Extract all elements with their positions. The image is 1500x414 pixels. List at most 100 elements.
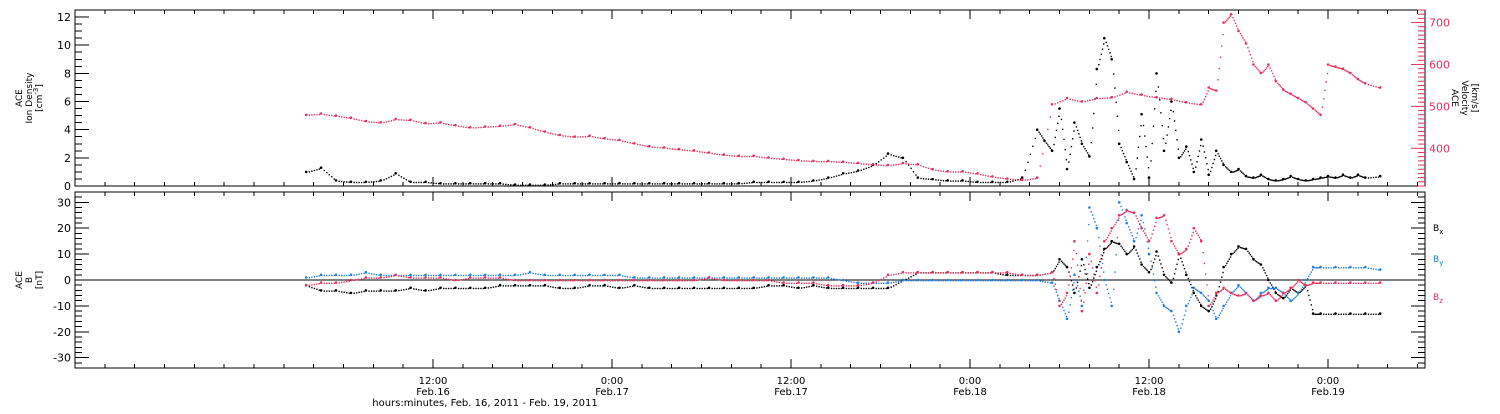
data-point: [435, 277, 437, 279]
data-point: [676, 277, 679, 279]
data-point: [818, 286, 820, 288]
data-point: [394, 117, 398, 121]
data-point: [845, 285, 848, 287]
data-point: [1278, 298, 1280, 300]
data-point: [584, 280, 587, 282]
data-point: [443, 287, 445, 290]
data-point: [965, 280, 967, 282]
data-point: [360, 181, 363, 184]
data-point: [483, 125, 487, 128]
data-point: [1334, 66, 1336, 68]
data-point: [1378, 174, 1382, 178]
data-point: [1115, 254, 1117, 256]
data-point: [778, 281, 780, 284]
data-point: [403, 274, 405, 277]
data-point: [505, 125, 507, 127]
data-point: [639, 277, 641, 279]
data-point: [952, 180, 954, 182]
y2-tick-label: 700: [1429, 17, 1450, 30]
data-point: [348, 117, 350, 119]
data-point: [644, 145, 646, 147]
data-point: [1265, 293, 1268, 296]
data-point: [776, 181, 778, 184]
data-point: [629, 280, 631, 282]
data-point: [1027, 161, 1029, 163]
data-point: [1170, 109, 1172, 112]
data-point: [878, 282, 880, 284]
data-point: [930, 272, 932, 274]
data-point: [348, 292, 350, 294]
data-point: [313, 283, 316, 286]
data-point: [1095, 96, 1099, 100]
data-point: [1304, 180, 1306, 182]
data-point: [447, 274, 450, 277]
data-point: [609, 183, 611, 185]
data-point: [714, 277, 716, 279]
data-point: [360, 291, 363, 293]
data-point: [1202, 101, 1204, 103]
data-point: [1172, 277, 1175, 280]
data-point: [390, 274, 393, 277]
data-point: [830, 161, 833, 163]
data-point: [1222, 271, 1224, 274]
data-point: [358, 119, 360, 121]
data-point: [409, 286, 412, 290]
data-point: [390, 120, 393, 122]
data-point: [853, 287, 855, 290]
data-point: [1259, 71, 1262, 73]
data-point: [1124, 211, 1126, 214]
data-point: [801, 277, 803, 279]
data-point: [1338, 267, 1340, 269]
data-point: [1039, 280, 1041, 282]
data-point: [661, 287, 664, 290]
data-point: [534, 128, 537, 131]
data-point: [692, 149, 696, 152]
data-point: [542, 184, 544, 186]
data-point: [1157, 217, 1160, 219]
data-point: [1214, 317, 1218, 321]
data-point: [1009, 178, 1012, 181]
data-point: [522, 273, 524, 275]
data-point: [622, 275, 624, 277]
data-point: [1203, 307, 1206, 309]
data-point: [594, 183, 596, 185]
data-point: [1279, 290, 1281, 292]
data-point: [537, 273, 539, 275]
data-point: [1188, 102, 1191, 104]
data-point: [743, 277, 746, 279]
data-point: [704, 151, 706, 154]
data-point: [1257, 68, 1259, 71]
data-point: [810, 180, 813, 182]
data-point: [897, 156, 900, 158]
data-point: [1175, 129, 1177, 132]
data-point: [495, 277, 497, 279]
data-point: [364, 270, 368, 274]
data-point: [1199, 239, 1203, 243]
data-point: [1086, 100, 1089, 102]
data-point: [661, 280, 664, 282]
data-point: [537, 184, 539, 186]
data-point: [875, 163, 877, 165]
data-point: [304, 113, 308, 117]
data-point: [1316, 178, 1319, 180]
data-point: [841, 278, 845, 282]
data-point: [587, 280, 589, 282]
data-point: [520, 125, 522, 127]
data-point: [901, 161, 905, 165]
data-point: [728, 287, 731, 290]
data-point: [1202, 306, 1204, 309]
data-point: [1229, 292, 1232, 294]
data-point: [512, 274, 514, 277]
data-point: [1062, 301, 1064, 303]
data-point: [1259, 175, 1262, 177]
data-point: [592, 183, 594, 185]
data-point: [567, 287, 569, 290]
data-point: [741, 280, 743, 282]
data-point: [1280, 179, 1283, 181]
data-point: [1257, 261, 1259, 264]
data-point: [572, 274, 574, 277]
legend-label-bz: Bz: [1433, 293, 1443, 305]
data-point: [746, 155, 748, 158]
data-point: [1367, 313, 1370, 315]
data-point: [534, 184, 537, 186]
